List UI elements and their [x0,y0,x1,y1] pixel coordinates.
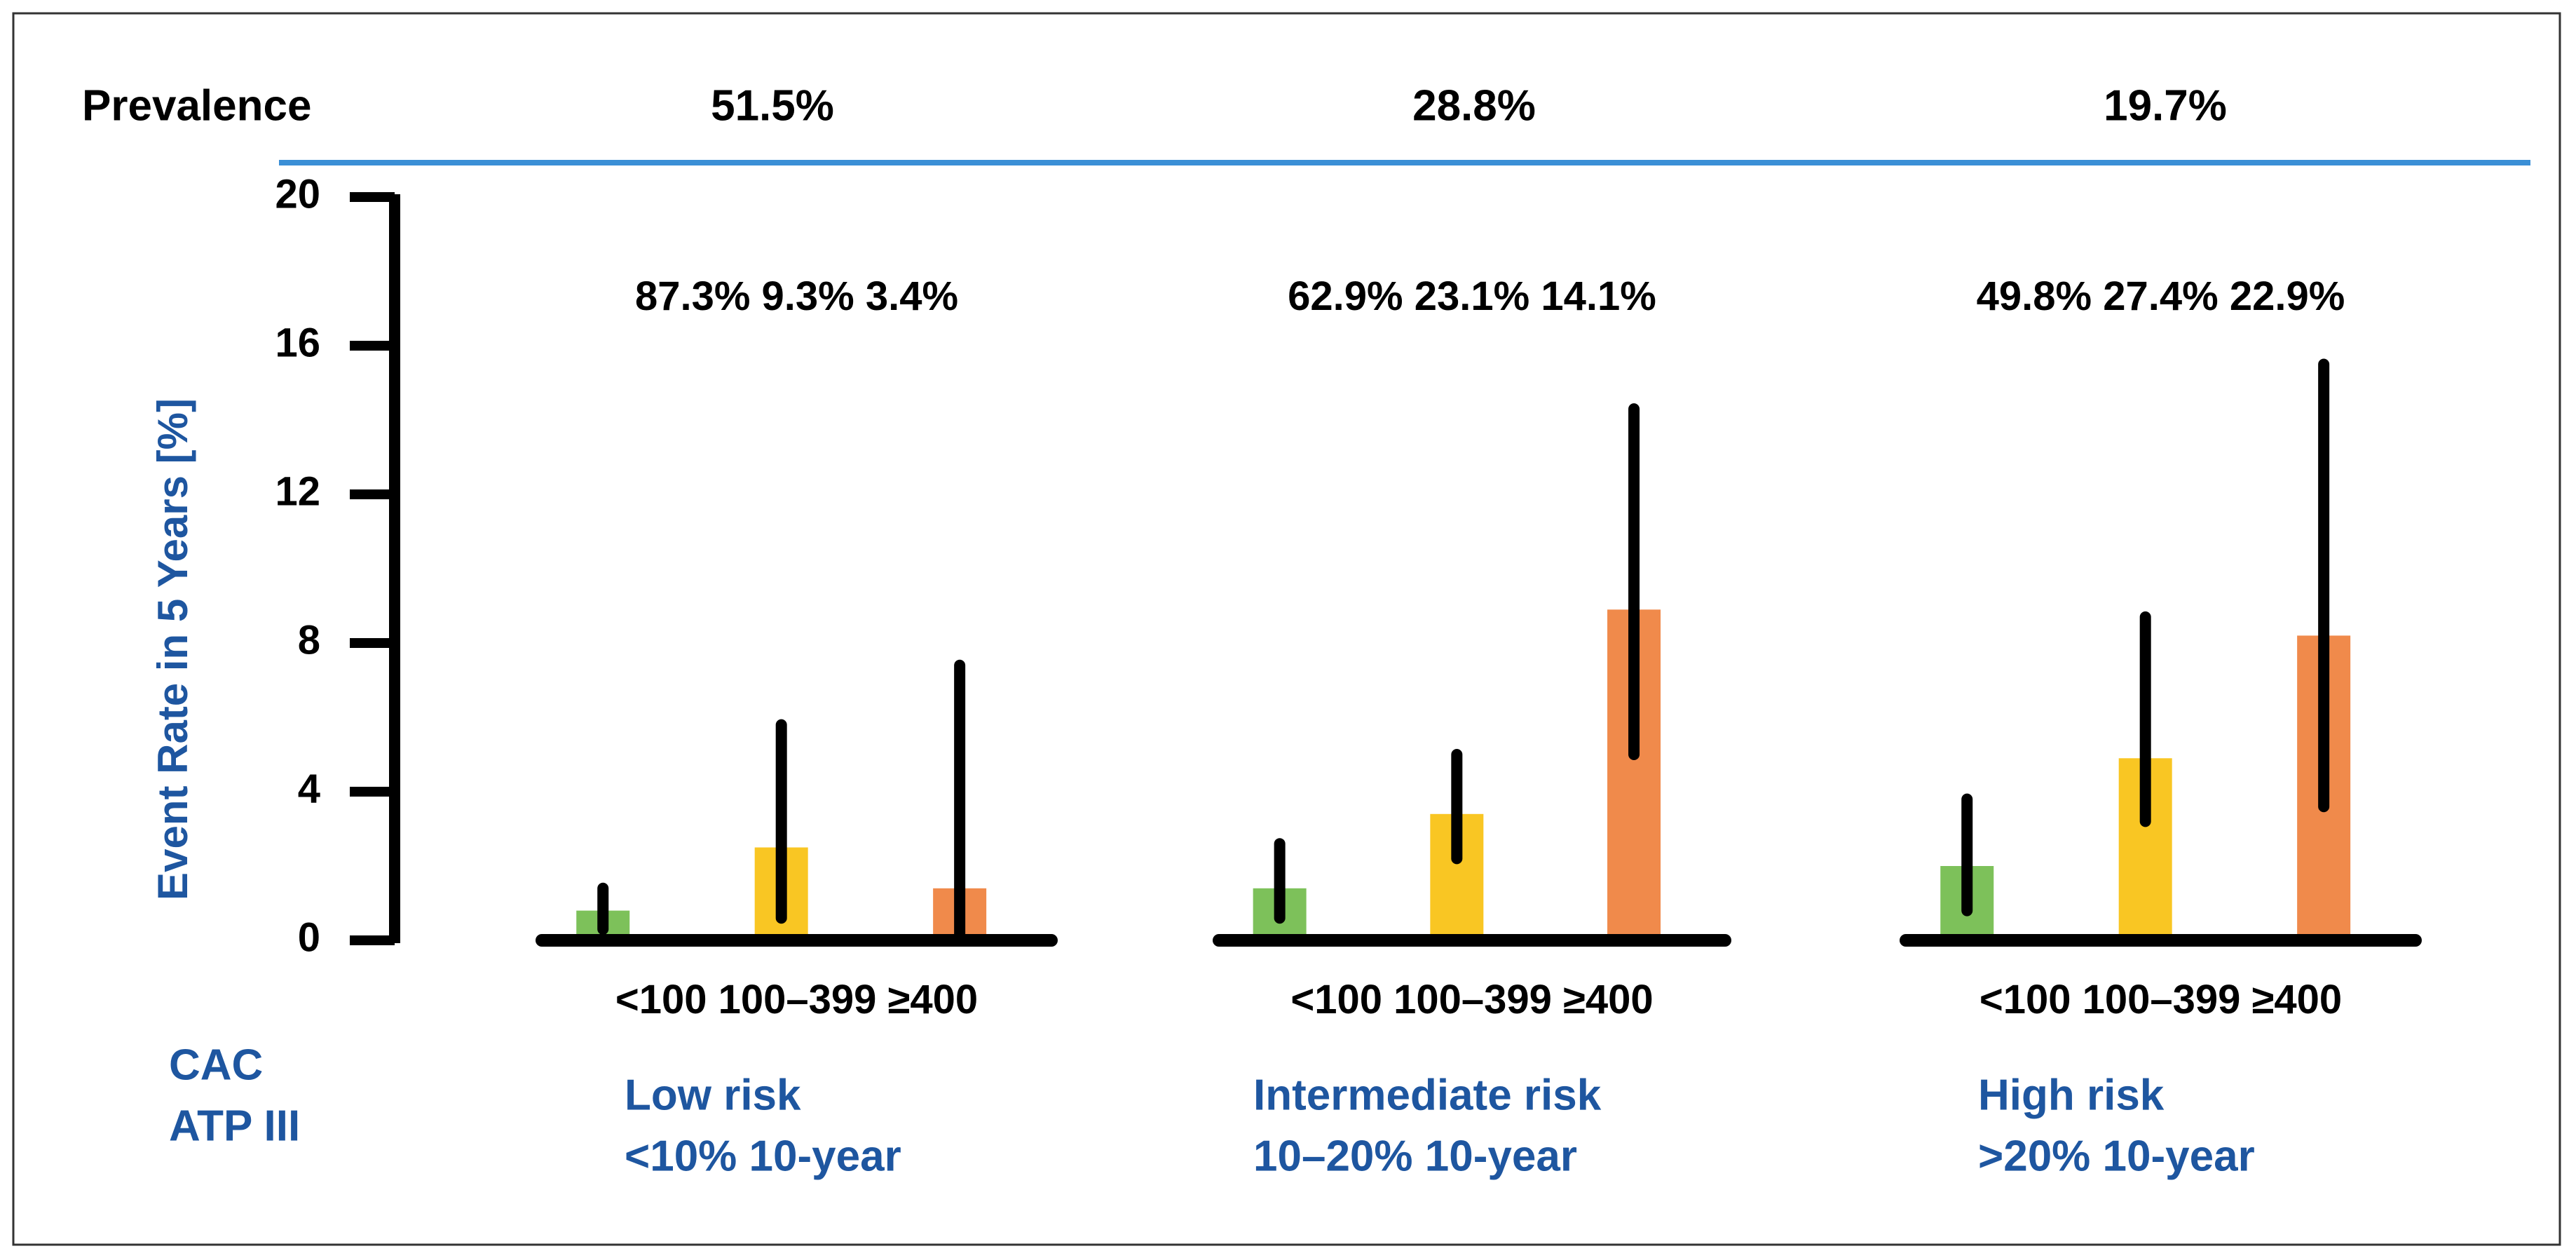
cac-category: 100–399 [2083,977,2241,1022]
cac-label: CAC [169,1041,263,1089]
share-label: 14.1% [1541,273,1656,319]
cac-row: <100 100–399 ≥400 [615,977,978,1022]
cac-category: ≥400 [2252,977,2343,1022]
share-label: 22.9% [2230,273,2345,319]
group-subtitle: <10% 10-year [625,1132,901,1180]
share-label: 23.1% [1415,273,1529,319]
cac-category: <100 [1979,977,2071,1022]
share-label: 9.3% [762,273,854,319]
share-label: 27.4% [2103,273,2218,319]
group-name: Intermediate risk [1253,1071,1602,1119]
share-label: 62.9% [1288,273,1403,319]
group-subtitle: 10–20% 10-year [1253,1132,1577,1180]
y-tick-label: 12 [275,468,320,514]
y-tick-label: 0 [298,914,320,960]
prevalence-value: 19.7% [2104,81,2227,130]
cac-category: 100–399 [718,977,877,1022]
y-tick-label: 4 [298,766,320,811]
atp-label: ATP III [169,1102,300,1150]
share-row: 87.3% 9.3% 3.4% [635,273,958,319]
cac-category: 100–399 [1393,977,1552,1022]
share-label: 49.8% [1977,273,2092,319]
cac-category: <100 [615,977,707,1022]
share-label: 3.4% [866,273,958,319]
y-tick-label: 8 [298,617,320,663]
cac-row: <100 100–399 ≥400 [1290,977,1653,1022]
share-label: 87.3% [635,273,750,319]
cac-row: <100 100–399 ≥400 [1979,977,2342,1022]
prevalence-label: Prevalence [82,81,311,130]
group-name: High risk [1978,1071,2165,1119]
frame [12,12,2561,1246]
y-axis-title: Event Rate in 5 Years [%] [149,398,196,900]
cac-category: <100 [1290,977,1382,1022]
prevalence-value: 51.5% [711,81,834,130]
share-row: 49.8% 27.4% 22.9% [1977,273,2345,319]
cac-category: ≥400 [1563,977,1654,1022]
share-row: 62.9% 23.1% 14.1% [1288,273,1656,319]
group-name: Low risk [625,1071,801,1119]
y-tick-label: 16 [275,320,320,365]
cac-category: ≥400 [888,977,979,1022]
group-subtitle: >20% 10-year [1978,1132,2255,1180]
y-tick-label: 20 [275,171,320,217]
prevalence-value: 28.8% [1412,81,1536,130]
